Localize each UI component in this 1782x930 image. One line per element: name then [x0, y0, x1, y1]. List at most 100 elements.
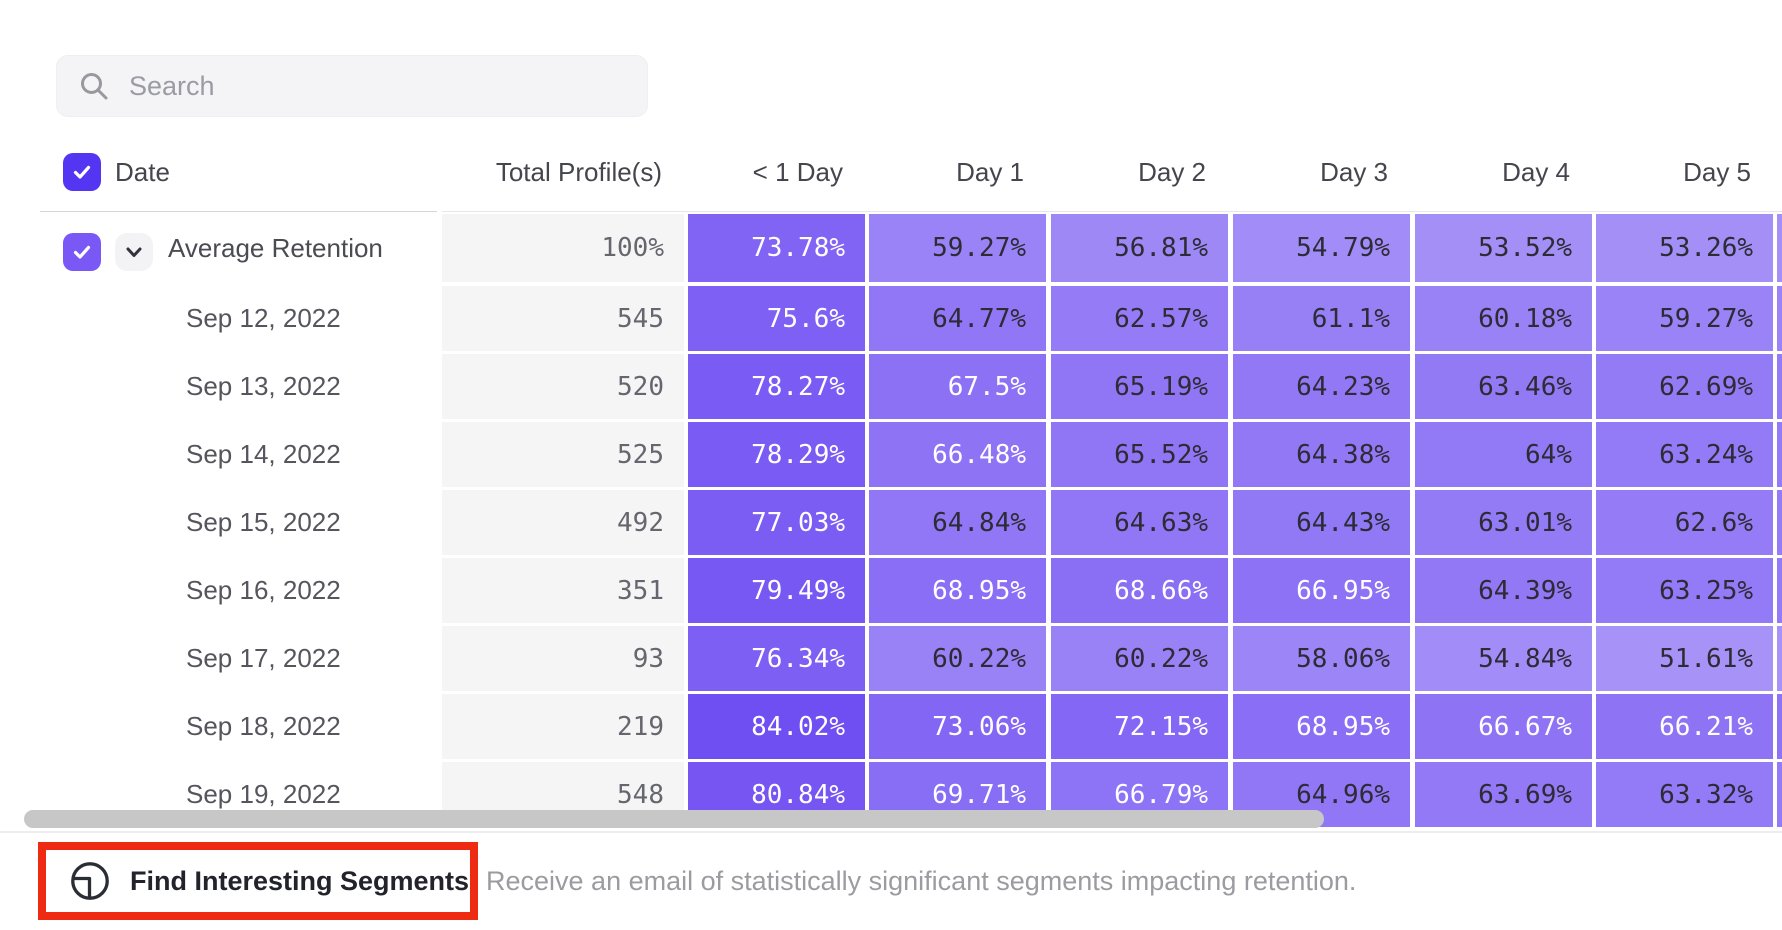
retention-cell[interactable]: 62.6% — [1596, 490, 1773, 555]
retention-cell[interactable]: 62.57% — [1051, 286, 1228, 351]
retention-cell[interactable]: 64.63% — [1051, 490, 1228, 555]
clipped-retention-cell — [1777, 490, 1782, 555]
clipped-retention-cell — [1777, 354, 1782, 419]
retention-cell[interactable]: 78.29% — [688, 422, 865, 487]
retention-cell[interactable]: 75.6% — [688, 286, 865, 351]
retention-cell[interactable]: 64.84% — [869, 490, 1046, 555]
retention-cell[interactable]: 64.43% — [1233, 490, 1410, 555]
retention-cell[interactable]: 60.18% — [1415, 286, 1592, 351]
search-icon — [81, 73, 108, 100]
retention-cell[interactable]: 68.95% — [869, 558, 1046, 623]
retention-cell[interactable]: 64.23% — [1233, 354, 1410, 419]
retention-cell[interactable]: 64.38% — [1233, 422, 1410, 487]
retention-cell[interactable]: 63.24% — [1596, 422, 1773, 487]
retention-cell[interactable]: 54.79% — [1233, 214, 1410, 282]
date-column-header[interactable]: Date — [115, 157, 170, 187]
total-profiles-cell[interactable]: 100% — [442, 214, 684, 282]
total-profiles-cell[interactable]: 93 — [442, 626, 684, 691]
retention-cell[interactable]: 53.52% — [1415, 214, 1592, 282]
total-profiles-cell[interactable]: 219 — [442, 694, 684, 759]
clipped-retention-cell — [1777, 626, 1782, 691]
retention-cell[interactable]: 56.81% — [1051, 214, 1228, 282]
retention-cell[interactable]: 60.22% — [1051, 626, 1228, 691]
retention-cell[interactable]: 72.15% — [1051, 694, 1228, 759]
clipped-retention-cell — [1777, 214, 1782, 282]
retention-cell[interactable]: 64.77% — [869, 286, 1046, 351]
total-profiles-cell[interactable]: 351 — [442, 558, 684, 623]
retention-cell[interactable]: 59.27% — [1596, 286, 1773, 351]
row-label: Sep 13, 2022 — [186, 371, 341, 401]
find-interesting-segments-label: Find Interesting Segments — [130, 865, 470, 896]
retention-cell[interactable]: 66.48% — [869, 422, 1046, 487]
retention-cell[interactable]: 59.27% — [869, 214, 1046, 282]
retention-cell[interactable]: 77.03% — [688, 490, 865, 555]
row-checkbox[interactable] — [63, 233, 101, 271]
row-label: Average Retention — [168, 232, 383, 263]
horizontal-scrollbar-thumb[interactable] — [24, 810, 1324, 828]
footer-description: Receive an email of statistically signif… — [486, 865, 1357, 896]
select-all-checkbox[interactable] — [63, 153, 101, 191]
retention-cell[interactable]: 80.84% — [688, 762, 865, 827]
day-column-header[interactable]: Day 4 — [1502, 157, 1570, 187]
total-profiles-cell[interactable]: 492 — [442, 490, 684, 555]
search-box[interactable] — [56, 55, 648, 117]
find-interesting-segments-button[interactable]: Find Interesting Segments — [70, 861, 469, 901]
retention-cell[interactable]: 63.01% — [1415, 490, 1592, 555]
total-profiles-cell[interactable]: 520 — [442, 354, 684, 419]
row-label: Sep 15, 2022 — [186, 507, 341, 537]
clipped-retention-cell — [1777, 762, 1782, 827]
retention-cell[interactable]: 66.95% — [1233, 558, 1410, 623]
checkmark-icon — [73, 165, 91, 179]
retention-cell[interactable]: 73.78% — [688, 214, 865, 282]
retention-cell[interactable]: 61.1% — [1233, 286, 1410, 351]
retention-cell[interactable]: 63.32% — [1596, 762, 1773, 827]
row-label: Sep 14, 2022 — [186, 439, 341, 469]
retention-cell[interactable]: 60.22% — [869, 626, 1046, 691]
expand-row-button[interactable] — [115, 233, 153, 271]
total-profiles-column-header[interactable]: Total Profile(s) — [495, 157, 662, 187]
retention-cell[interactable]: 67.5% — [869, 354, 1046, 419]
clipped-retention-cell — [1777, 694, 1782, 759]
day-column-header[interactable]: Day 3 — [1320, 157, 1388, 187]
retention-cell[interactable]: 64.39% — [1415, 558, 1592, 623]
retention-cell[interactable]: 62.69% — [1596, 354, 1773, 419]
retention-cell[interactable]: 63.25% — [1596, 558, 1773, 623]
retention-cell[interactable]: 66.21% — [1596, 694, 1773, 759]
chevron-down-icon — [126, 247, 142, 257]
retention-cell[interactable]: 65.19% — [1051, 354, 1228, 419]
retention-cell[interactable]: 68.95% — [1233, 694, 1410, 759]
retention-cell[interactable]: 58.06% — [1233, 626, 1410, 691]
clipped-retention-cell — [1777, 422, 1782, 487]
table-top-divider — [442, 211, 1782, 212]
total-profiles-cell[interactable]: 545 — [442, 286, 684, 351]
retention-cell[interactable]: 63.69% — [1415, 762, 1592, 827]
scrollbar-track — [0, 831, 1782, 833]
retention-cell[interactable]: 64% — [1415, 422, 1592, 487]
total-profiles-cell[interactable]: 525 — [442, 422, 684, 487]
retention-cell[interactable]: 79.49% — [688, 558, 865, 623]
retention-cell[interactable]: 53.26% — [1596, 214, 1773, 282]
row-label: Sep 12, 2022 — [186, 303, 341, 333]
date-column-divider — [40, 211, 437, 212]
day-column-header[interactable]: < 1 Day — [752, 157, 843, 187]
clipped-retention-cell — [1777, 286, 1782, 351]
clipped-retention-cell — [1777, 558, 1782, 623]
row-label: Sep 17, 2022 — [186, 643, 341, 673]
retention-cell[interactable]: 78.27% — [688, 354, 865, 419]
search-input[interactable] — [127, 69, 631, 103]
retention-cell[interactable]: 65.52% — [1051, 422, 1228, 487]
retention-cell[interactable]: 73.06% — [869, 694, 1046, 759]
retention-cell[interactable]: 68.66% — [1051, 558, 1228, 623]
day-column-header[interactable]: Day 1 — [956, 157, 1024, 187]
day-column-header[interactable]: Day 2 — [1138, 157, 1206, 187]
retention-cell[interactable]: 51.61% — [1596, 626, 1773, 691]
retention-cell[interactable]: 63.46% — [1415, 354, 1592, 419]
day-column-header[interactable]: Day 5 — [1683, 157, 1751, 187]
retention-cell[interactable]: 66.67% — [1415, 694, 1592, 759]
retention-cell[interactable]: 54.84% — [1415, 626, 1592, 691]
retention-cell[interactable]: 76.34% — [688, 626, 865, 691]
retention-cell[interactable]: 84.02% — [688, 694, 865, 759]
segment-pie-icon — [71, 862, 109, 900]
row-label: Sep 19, 2022 — [186, 779, 341, 809]
